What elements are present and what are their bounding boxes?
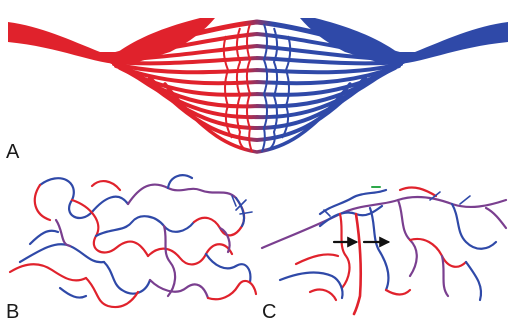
- vein-trunk: [300, 18, 508, 65]
- capillary-loops: [107, 19, 408, 154]
- panel-a-label: A: [6, 141, 20, 163]
- panel-c-label: C: [262, 301, 276, 321]
- panel-b-label: B: [6, 301, 19, 321]
- artery-trunk: [8, 18, 215, 65]
- panel-a-capillary-bed: A: [6, 18, 508, 163]
- interconnecting-capillaries: [222, 23, 292, 153]
- panel-b-disorganized-network: B: [6, 174, 258, 321]
- marker-blue-icon: [323, 209, 331, 217]
- panel-c-shunted-network: C: [260, 186, 508, 321]
